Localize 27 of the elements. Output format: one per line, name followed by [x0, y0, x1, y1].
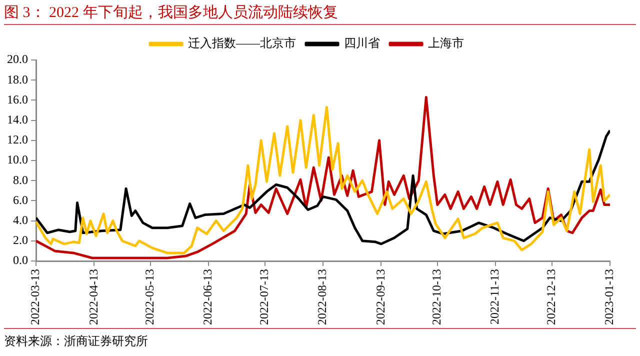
x-tick-label: 2022-04-13 — [86, 269, 100, 326]
x-tick-label: 2022-11-13 — [488, 269, 502, 325]
x-tick-label: 2022-12-13 — [544, 269, 558, 326]
y-tick-label: 12.0 — [7, 132, 28, 147]
legend-label: 迁入指数——北京市 — [188, 36, 296, 50]
x-tick-label: 2022-08-13 — [315, 269, 330, 326]
y-tick-label: 4.0 — [13, 212, 28, 227]
y-tick-label: 10.0 — [7, 152, 28, 167]
text: 资料来源：浙商证券研究所 — [4, 328, 636, 353]
x-tick-label: 2023-01-13 — [602, 269, 616, 326]
legend-label: 上海市 — [428, 36, 464, 50]
y-tick-label: 18.0 — [7, 72, 28, 86]
y-tick-label: 14.0 — [7, 112, 28, 126]
x-tick-label: 2022-10-13 — [430, 269, 444, 326]
x-tick-label: 2022-03-13 — [28, 269, 42, 326]
y-tick-label: 20.0 — [7, 52, 28, 66]
y-tick-label: 8.0 — [13, 172, 28, 187]
y-tick-label: 0.0 — [13, 253, 28, 268]
chart-title: 图 3： 2022 年下旬起，我国多地人员流动陆续恢复 — [4, 2, 636, 25]
y-tick-label: 16.0 — [7, 92, 28, 106]
x-tick-label: 2022-09-13 — [373, 269, 388, 326]
y-tick-label: 2.0 — [13, 233, 28, 248]
x-tick-label: 2022-06-13 — [200, 269, 215, 326]
y-tick-label: 6.0 — [13, 192, 28, 207]
legend-label: 四川省 — [344, 36, 380, 50]
x-tick-label: 2022-05-13 — [142, 269, 157, 326]
x-tick-label: 2022-07-13 — [257, 269, 272, 326]
